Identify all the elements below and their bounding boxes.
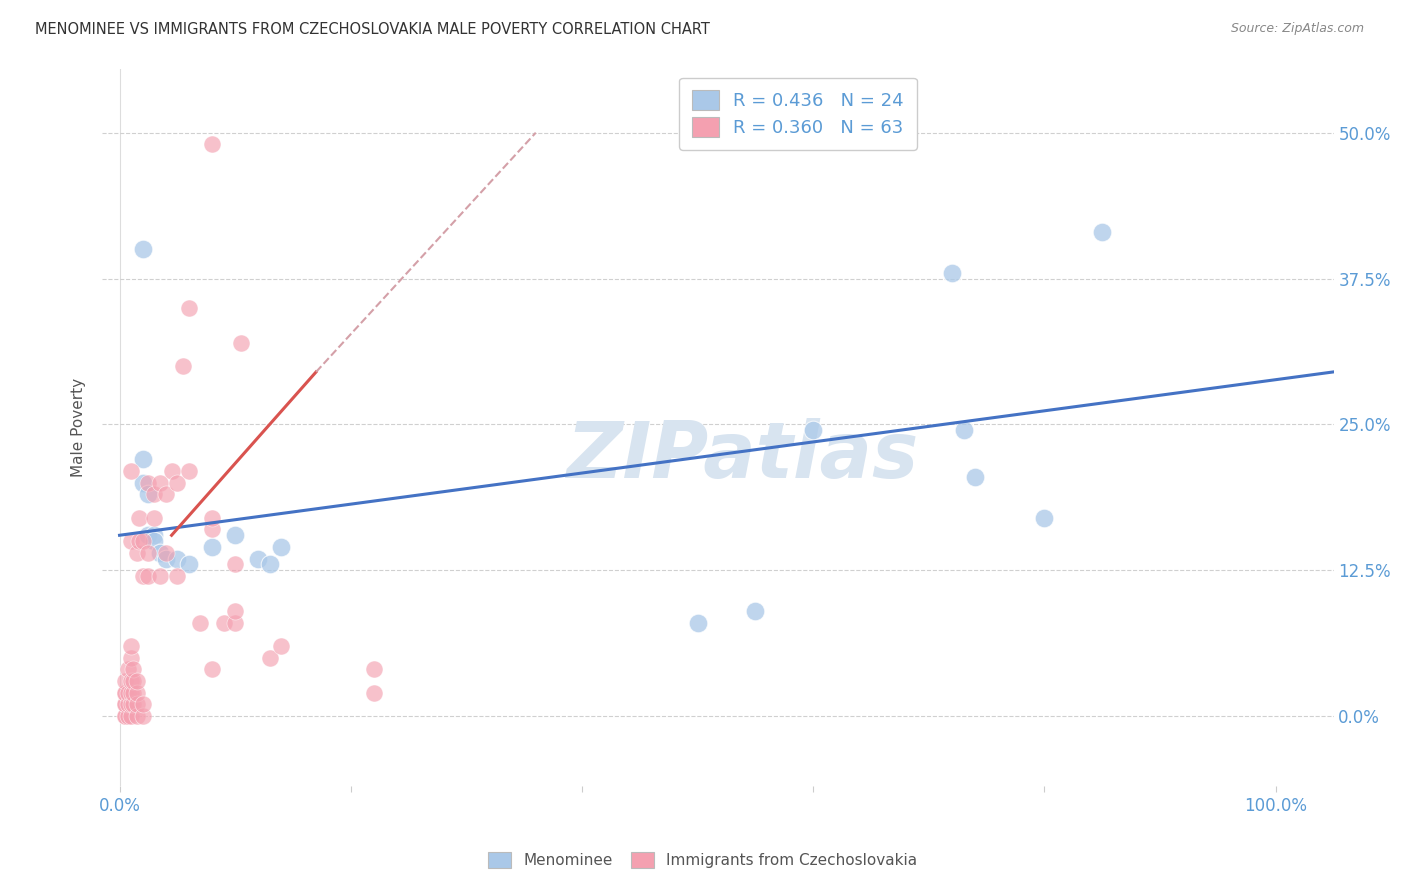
Point — [138, 528, 160, 542]
Point — [120, 698, 142, 712]
Point — [143, 487, 166, 501]
Point — [122, 698, 145, 712]
Point — [149, 546, 172, 560]
Point — [131, 569, 153, 583]
Point — [160, 464, 183, 478]
Point — [1091, 225, 1114, 239]
Point — [149, 569, 172, 583]
Point — [201, 523, 224, 537]
Point — [259, 650, 281, 665]
Point — [120, 534, 142, 549]
Point — [117, 663, 139, 677]
Point — [122, 686, 145, 700]
Point — [201, 663, 224, 677]
Point — [138, 546, 160, 560]
Point — [177, 464, 200, 478]
Point — [120, 464, 142, 478]
Point — [224, 615, 246, 630]
Point — [131, 452, 153, 467]
Point — [247, 551, 270, 566]
Point — [363, 686, 385, 700]
Point — [155, 487, 177, 501]
Point — [270, 639, 292, 653]
Y-axis label: Male Poverty: Male Poverty — [72, 378, 86, 477]
Point — [143, 510, 166, 524]
Legend: R = 0.436   N = 24, R = 0.360   N = 63: R = 0.436 N = 24, R = 0.360 N = 63 — [679, 78, 917, 150]
Point — [138, 475, 160, 490]
Point — [125, 674, 148, 689]
Text: ZIPatlas: ZIPatlas — [567, 418, 918, 494]
Point — [122, 663, 145, 677]
Point — [125, 546, 148, 560]
Point — [114, 686, 136, 700]
Point — [128, 510, 150, 524]
Point — [155, 546, 177, 560]
Point — [166, 551, 188, 566]
Point — [117, 698, 139, 712]
Point — [117, 709, 139, 723]
Point — [744, 604, 766, 618]
Point — [177, 558, 200, 572]
Point — [166, 475, 188, 490]
Point — [138, 569, 160, 583]
Point — [143, 534, 166, 549]
Point — [224, 528, 246, 542]
Point — [120, 674, 142, 689]
Point — [131, 698, 153, 712]
Point — [155, 551, 177, 566]
Point — [270, 540, 292, 554]
Point — [120, 709, 142, 723]
Point — [229, 335, 252, 350]
Point — [114, 674, 136, 689]
Point — [201, 510, 224, 524]
Point — [120, 650, 142, 665]
Point — [149, 475, 172, 490]
Point — [131, 475, 153, 490]
Point — [131, 534, 153, 549]
Point — [131, 709, 153, 723]
Point — [114, 698, 136, 712]
Point — [965, 470, 987, 484]
Point — [1033, 510, 1056, 524]
Point — [172, 359, 194, 373]
Point — [363, 663, 385, 677]
Point — [114, 686, 136, 700]
Point — [125, 698, 148, 712]
Point — [801, 423, 824, 437]
Point — [224, 558, 246, 572]
Point — [201, 540, 224, 554]
Point — [138, 487, 160, 501]
Point — [114, 698, 136, 712]
Point — [120, 686, 142, 700]
Point — [125, 709, 148, 723]
Point — [125, 686, 148, 700]
Point — [686, 615, 709, 630]
Legend: Menominee, Immigrants from Czechoslovakia: Menominee, Immigrants from Czechoslovaki… — [479, 843, 927, 877]
Point — [190, 615, 212, 630]
Point — [120, 639, 142, 653]
Point — [201, 137, 224, 152]
Point — [114, 709, 136, 723]
Point — [131, 243, 153, 257]
Point — [128, 534, 150, 549]
Text: Source: ZipAtlas.com: Source: ZipAtlas.com — [1230, 22, 1364, 36]
Point — [941, 266, 963, 280]
Point — [259, 558, 281, 572]
Point — [117, 686, 139, 700]
Point — [952, 423, 974, 437]
Point — [212, 615, 235, 630]
Point — [143, 528, 166, 542]
Point — [224, 604, 246, 618]
Text: MENOMINEE VS IMMIGRANTS FROM CZECHOSLOVAKIA MALE POVERTY CORRELATION CHART: MENOMINEE VS IMMIGRANTS FROM CZECHOSLOVA… — [35, 22, 710, 37]
Point — [166, 569, 188, 583]
Point — [177, 301, 200, 315]
Point — [122, 674, 145, 689]
Point — [114, 709, 136, 723]
